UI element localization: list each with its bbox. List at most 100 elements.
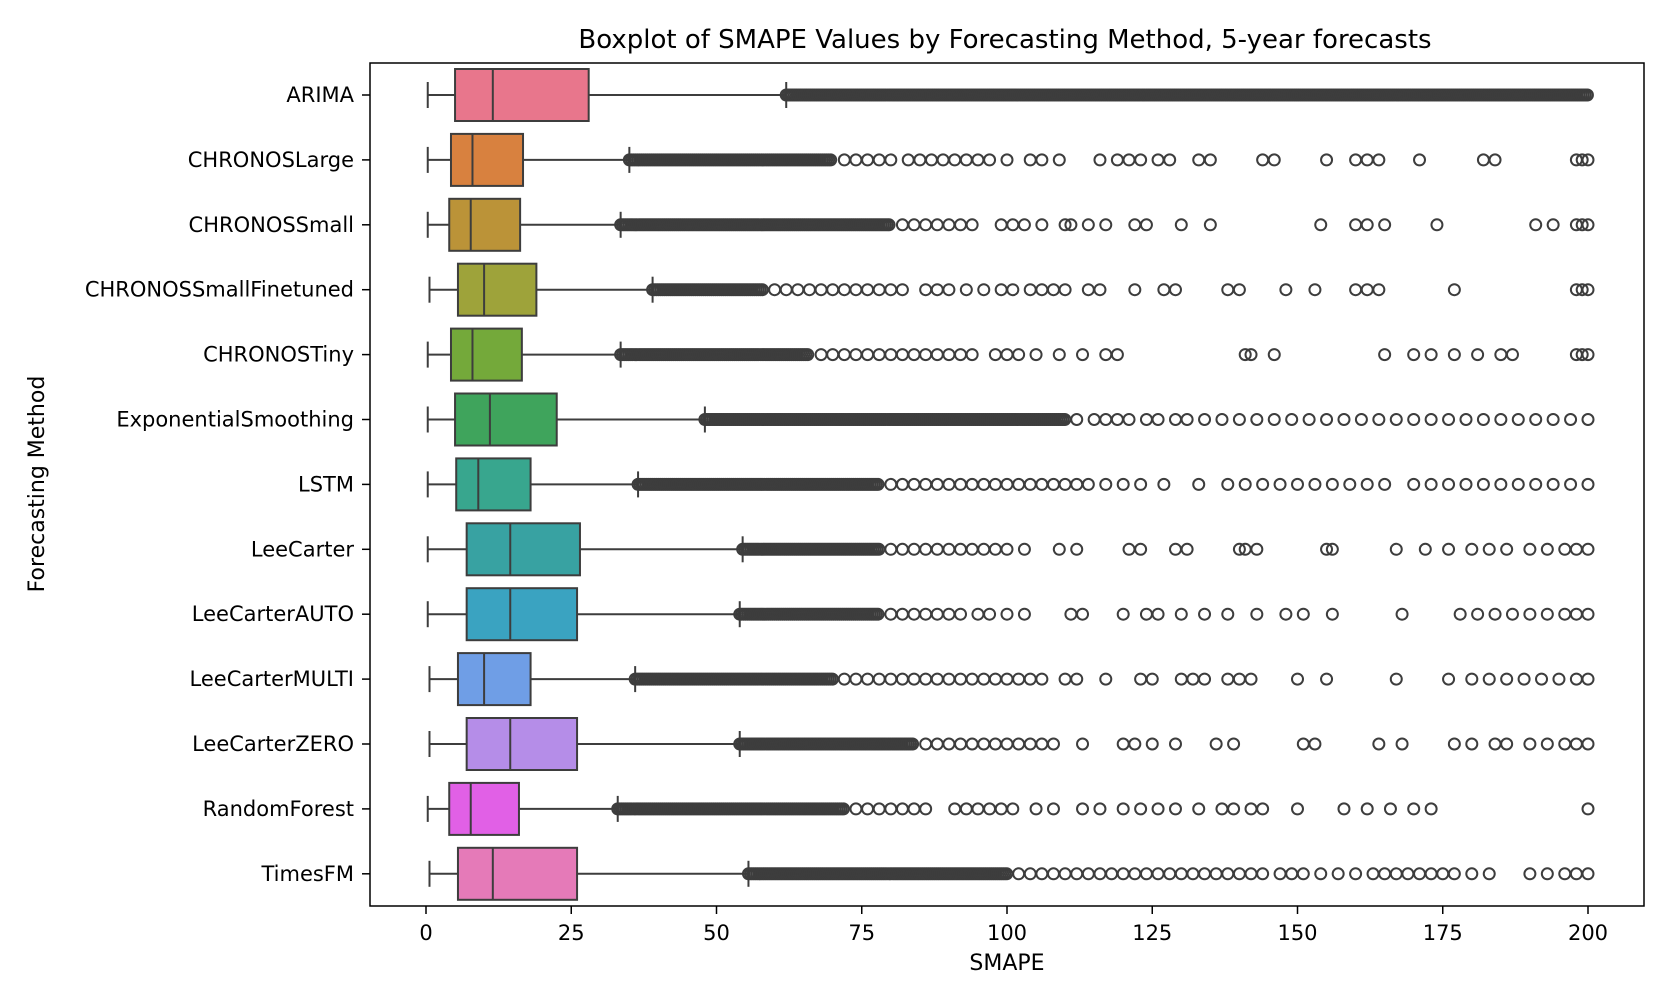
outlier-point (1523, 607, 1537, 621)
y-tick-label: CHRONOSLarge (188, 148, 354, 172)
outlier-point (971, 153, 985, 167)
y-tick-label: CHRONOSSmall (189, 213, 354, 237)
outlier-point (895, 348, 909, 362)
outlier-point (849, 672, 863, 686)
outlier-point (1192, 153, 1206, 167)
outlier-point (861, 672, 875, 686)
outlier-point (919, 348, 933, 362)
outlier-point (1081, 218, 1095, 232)
outlier-point (965, 348, 979, 362)
outlier-point (1267, 153, 1281, 167)
outlier-point (1157, 283, 1171, 297)
outlier-point (1058, 283, 1072, 297)
outlier-point (1203, 218, 1217, 232)
outlier-point (884, 283, 898, 297)
outlier-point (837, 672, 851, 686)
outlier-point (1267, 348, 1281, 362)
outlier-point (983, 153, 997, 167)
y-tick-label: CHRONOSSmallFinetuned (85, 278, 354, 302)
outlier-point (1413, 153, 1427, 167)
outlier-point (1407, 348, 1421, 362)
outlier-point (954, 737, 968, 751)
outlier-point (1296, 607, 1310, 621)
outlier-point (1581, 348, 1595, 362)
outlier-point (942, 542, 956, 556)
iqr-box (465, 587, 579, 642)
outlier-point (1116, 867, 1130, 881)
outlier-point (1128, 218, 1142, 232)
outlier-point (872, 153, 886, 167)
outlier-point (1116, 607, 1130, 621)
outlier-point (919, 283, 933, 297)
outlier-point (1076, 348, 1090, 362)
outlier-point (755, 283, 769, 297)
outlier-point (1058, 218, 1072, 232)
outlier-point (1564, 413, 1578, 426)
outlier-point (959, 283, 973, 297)
outlier-point (1389, 542, 1403, 556)
outlier-point (837, 153, 851, 167)
outlier-point (824, 153, 838, 167)
outlier-point (861, 802, 875, 816)
outlier-point (1296, 737, 1310, 751)
outlier-point (861, 348, 875, 362)
box-chronossmallfinetuned (428, 262, 1595, 317)
outlier-point (1285, 867, 1299, 881)
y-axis-label: Forecasting Method (25, 376, 50, 593)
outlier-point (919, 737, 933, 751)
outlier-point (1128, 737, 1142, 751)
outlier-point (1360, 153, 1374, 167)
x-tick-label: 0 (419, 921, 432, 945)
outlier-point (1168, 542, 1182, 556)
outlier-point (1279, 607, 1293, 621)
outlier-point (1581, 802, 1595, 816)
outlier-point (1372, 737, 1386, 751)
outlier-point (1099, 348, 1113, 362)
outlier-point (1087, 413, 1101, 426)
iqr-box (456, 262, 538, 317)
outlier-point (1116, 737, 1130, 751)
outlier-point (1442, 672, 1456, 686)
outlier-point (1581, 413, 1595, 426)
outlier-point (977, 672, 991, 686)
outlier-point (1046, 283, 1060, 297)
outlier-point (1308, 283, 1322, 297)
outlier-point (1569, 607, 1583, 621)
outlier-point (1325, 477, 1339, 491)
outlier-point (1337, 413, 1351, 426)
outlier-point (1413, 867, 1427, 881)
outlier-point (1134, 477, 1148, 491)
outlier-point (1436, 867, 1450, 881)
outlier-point (1523, 737, 1537, 751)
outlier-point (1569, 867, 1583, 881)
outlier-point (1215, 802, 1229, 816)
outlier-point (1407, 477, 1421, 491)
outlier-point (1209, 867, 1223, 881)
outlier-point (1395, 737, 1409, 751)
outlier-point (791, 283, 805, 297)
outlier-point (1401, 867, 1415, 881)
outlier-point (1174, 672, 1188, 686)
outlier-point (1093, 283, 1107, 297)
outlier-point (1250, 607, 1264, 621)
outlier-point (1023, 283, 1037, 297)
outlier-point (895, 477, 909, 491)
outlier-point (1569, 542, 1583, 556)
outlier-point (861, 283, 875, 297)
box-leecarterzero (428, 717, 1595, 771)
outlier-point (1198, 607, 1212, 621)
outlier-point (1227, 802, 1241, 816)
iqr-box (454, 392, 558, 447)
outlier-point (983, 802, 997, 816)
outlier-point (1163, 867, 1177, 881)
outlier-point (1232, 867, 1246, 881)
outlier-point (977, 283, 991, 297)
outlier-point (930, 672, 944, 686)
outlier-point (1308, 737, 1322, 751)
outlier-point (1058, 867, 1072, 881)
iqr-box (465, 522, 581, 577)
outlier-point (1302, 413, 1316, 426)
outlier-point (1035, 218, 1049, 232)
outlier-point (1447, 348, 1461, 362)
outlier-point (871, 477, 885, 491)
